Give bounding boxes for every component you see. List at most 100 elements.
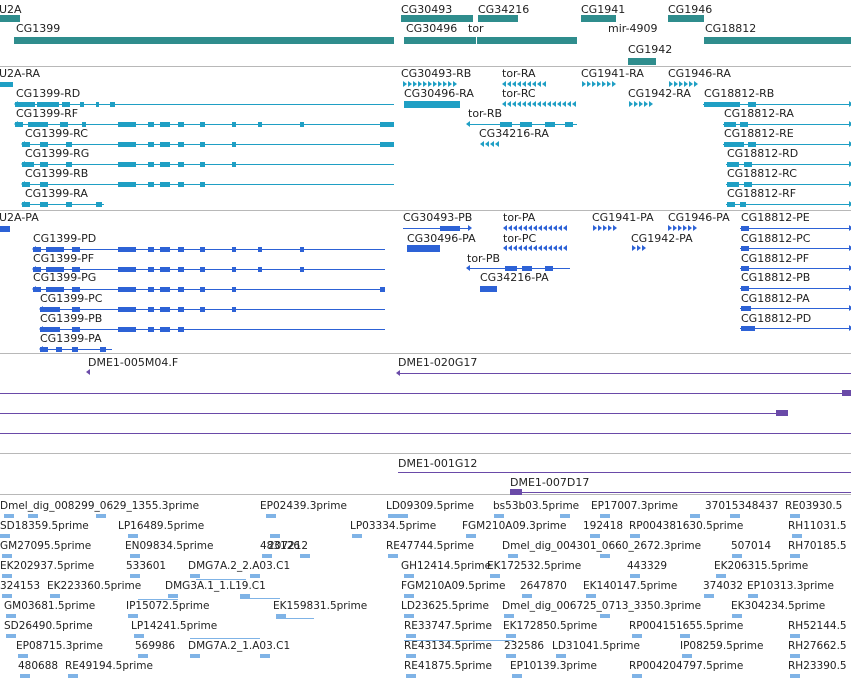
exon-block[interactable]: [160, 307, 170, 312]
est-block[interactable]: [490, 574, 500, 578]
exon-block[interactable]: [178, 122, 184, 127]
est-block[interactable]: [600, 614, 610, 618]
exon-block[interactable]: [148, 182, 154, 187]
est-block[interactable]: [4, 514, 14, 518]
est-block[interactable]: [732, 554, 742, 558]
exon-block[interactable]: [160, 122, 170, 127]
exon-block[interactable]: [704, 102, 740, 107]
exon-block[interactable]: [724, 122, 736, 127]
est-block[interactable]: [388, 554, 398, 558]
exon-block[interactable]: [148, 287, 154, 292]
exon-block[interactable]: [28, 122, 48, 127]
exon-block[interactable]: [46, 267, 64, 272]
exon-block[interactable]: [178, 287, 184, 292]
est-block[interactable]: [404, 614, 414, 618]
exon-block[interactable]: [40, 142, 48, 147]
clone-end[interactable]: [776, 410, 788, 416]
exon-block[interactable]: [118, 307, 136, 312]
exon-block[interactable]: [178, 182, 184, 187]
exon-block[interactable]: [118, 162, 136, 167]
est-block[interactable]: [512, 674, 522, 678]
exon-block[interactable]: [258, 122, 262, 127]
est-block[interactable]: [704, 594, 714, 598]
est-block[interactable]: [560, 514, 570, 518]
est-block[interactable]: [18, 654, 28, 658]
exon-block[interactable]: [160, 267, 170, 272]
exon-block[interactable]: [0, 82, 13, 87]
est-block[interactable]: [352, 534, 362, 538]
gene-bar[interactable]: [0, 15, 20, 22]
est-block[interactable]: [276, 614, 286, 618]
gene-bar[interactable]: [628, 58, 656, 65]
est-block[interactable]: [792, 534, 802, 538]
gene-bar[interactable]: [668, 15, 704, 22]
exon-block[interactable]: [118, 182, 136, 187]
est-block[interactable]: [190, 654, 200, 658]
exon-block[interactable]: [178, 327, 184, 332]
exon-block[interactable]: [66, 142, 72, 147]
est-block[interactable]: [300, 554, 310, 558]
exon-block[interactable]: [505, 266, 517, 271]
est-block[interactable]: [130, 554, 140, 558]
exon-block[interactable]: [178, 162, 184, 167]
exon-block[interactable]: [148, 247, 154, 252]
exon-block[interactable]: [160, 162, 170, 167]
exon-block[interactable]: [62, 102, 70, 107]
exon-block[interactable]: [740, 202, 746, 207]
est-block[interactable]: [730, 514, 740, 518]
est-block[interactable]: [508, 554, 518, 558]
exon-block[interactable]: [200, 182, 205, 187]
exon-block[interactable]: [22, 142, 30, 147]
exon-block[interactable]: [118, 247, 136, 252]
exon-block[interactable]: [440, 226, 460, 231]
exon-block[interactable]: [148, 162, 154, 167]
exon-block[interactable]: [200, 122, 205, 127]
exon-block[interactable]: [96, 102, 99, 107]
exon-block[interactable]: [232, 142, 236, 147]
exon-block[interactable]: [15, 102, 35, 107]
exon-block[interactable]: [118, 287, 136, 292]
exon-block[interactable]: [178, 267, 184, 272]
est-block[interactable]: [270, 534, 280, 538]
clone-end[interactable]: [510, 489, 522, 495]
exon-block[interactable]: [232, 307, 236, 312]
exon-block[interactable]: [148, 307, 154, 312]
est-block[interactable]: [732, 614, 742, 618]
est-block[interactable]: [404, 574, 414, 578]
est-block[interactable]: [406, 654, 416, 658]
est-block[interactable]: [690, 514, 700, 518]
exon-block[interactable]: [40, 202, 48, 207]
exon-block[interactable]: [404, 101, 460, 108]
est-block[interactable]: [2, 554, 12, 558]
exon-block[interactable]: [66, 162, 72, 167]
exon-block[interactable]: [748, 142, 756, 147]
est-block[interactable]: [504, 614, 514, 618]
exon-block[interactable]: [96, 202, 102, 207]
exon-block[interactable]: [741, 306, 751, 311]
exon-block[interactable]: [66, 202, 72, 207]
exon-block[interactable]: [40, 162, 48, 167]
est-block[interactable]: [406, 674, 416, 678]
exon-block[interactable]: [724, 142, 744, 147]
est-block[interactable]: [556, 654, 566, 658]
exon-block[interactable]: [480, 286, 497, 292]
est-block[interactable]: [404, 594, 414, 598]
est-block[interactable]: [2, 574, 12, 578]
est-block[interactable]: [262, 554, 272, 558]
est-block[interactable]: [406, 634, 416, 638]
exon-block[interactable]: [160, 142, 170, 147]
est-block[interactable]: [494, 514, 504, 518]
est-block[interactable]: [388, 514, 398, 518]
exon-block[interactable]: [232, 287, 236, 292]
est-block[interactable]: [250, 574, 260, 578]
exon-block[interactable]: [741, 266, 749, 271]
exon-block[interactable]: [22, 182, 30, 187]
exon-block[interactable]: [741, 226, 749, 231]
exon-block[interactable]: [40, 182, 48, 187]
est-block[interactable]: [0, 534, 10, 538]
exon-block[interactable]: [380, 142, 394, 147]
est-block[interactable]: [28, 514, 38, 518]
est-block[interactable]: [790, 674, 800, 678]
exon-block[interactable]: [200, 307, 205, 312]
exon-block[interactable]: [522, 266, 532, 271]
